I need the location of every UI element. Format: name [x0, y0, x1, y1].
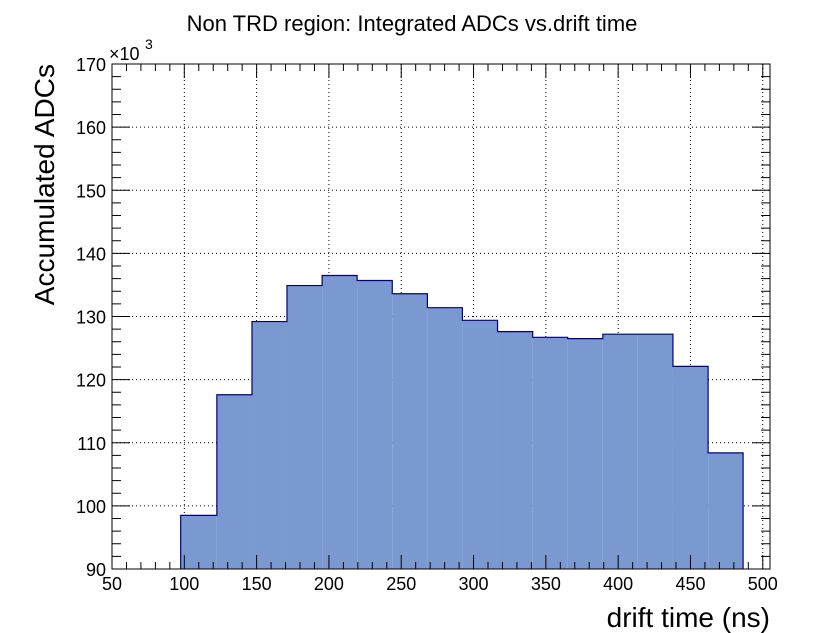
- histogram-bar: [216, 394, 252, 569]
- x-tick-label: 300: [459, 574, 489, 594]
- y-tick-label: 90: [86, 560, 106, 580]
- histogram-bar: [637, 334, 673, 569]
- x-tick-label: 150: [242, 574, 272, 594]
- x-tick-label: 450: [675, 574, 705, 594]
- histogram-outline: [180, 274, 744, 569]
- y-tick-label: 130: [76, 308, 106, 328]
- y-tick-label: 100: [76, 497, 106, 517]
- histogram-bar: [462, 320, 498, 569]
- y-tick-label: 170: [76, 55, 106, 75]
- y-exponent-label: ×10: [109, 44, 140, 64]
- histogram-bars: [180, 274, 744, 569]
- chart-title: Non TRD region: Integrated ADCs vs.drift…: [187, 11, 638, 36]
- x-axis-label: drift time (ns): [607, 602, 770, 633]
- histogram-bar: [427, 307, 463, 569]
- y-exponent-power: 3: [145, 36, 153, 52]
- y-tick-label: 120: [76, 371, 106, 391]
- histogram-bar: [672, 366, 709, 569]
- histogram-bar: [392, 293, 428, 569]
- y-tick-label: 150: [76, 181, 106, 201]
- histogram-bar: [286, 285, 323, 569]
- x-tick-label: 250: [386, 574, 416, 594]
- histogram-bar: [602, 334, 638, 569]
- y-tick-label: 160: [76, 118, 106, 138]
- y-exponent: ×10 3: [109, 36, 153, 64]
- x-tick-label: 100: [169, 574, 199, 594]
- x-tick-label: 200: [314, 574, 344, 594]
- histogram-bar: [357, 280, 393, 569]
- histogram-bar: [567, 338, 603, 569]
- x-tick-label: 400: [603, 574, 633, 594]
- histogram-bar: [532, 337, 568, 569]
- histogram-bar: [251, 321, 287, 569]
- axis-ticks: [111, 63, 770, 570]
- histogram-bar: [180, 515, 217, 569]
- tick-labels: 50 100 150 200 250 300 350 400 450 500 90 100 110 120…: [76, 55, 778, 594]
- histogram-bar: [497, 331, 533, 569]
- y-axis-label: Accumulated ADCs: [29, 64, 60, 305]
- histogram-bar: [322, 275, 358, 569]
- y-tick-label: 140: [76, 244, 106, 264]
- y-tick-label: 110: [77, 434, 106, 454]
- x-tick-label: 350: [531, 574, 561, 594]
- x-tick-label: 500: [748, 574, 778, 594]
- x-tick-label: 50: [102, 574, 122, 594]
- histogram-bar: [708, 452, 744, 569]
